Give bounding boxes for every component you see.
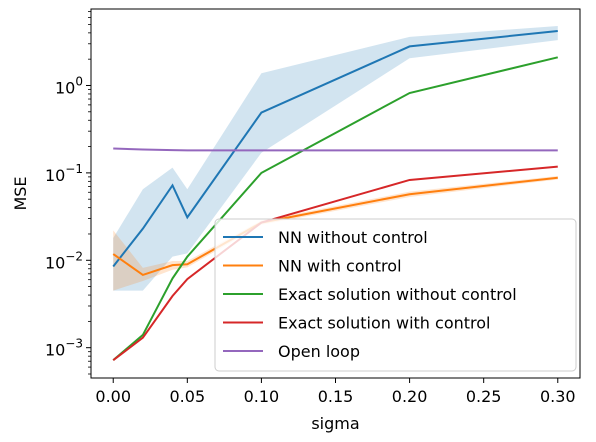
- legend-label: Exact solution without control: [278, 285, 517, 304]
- legend-label: NN without control: [278, 228, 428, 247]
- x-tick-label: 0.05: [170, 387, 206, 406]
- legend-box: [214, 218, 577, 372]
- legend-label: Open loop: [278, 342, 360, 361]
- line-series-2: [112, 56, 559, 361]
- y-tick-label: 10−1: [45, 162, 83, 185]
- y-tick-label: 10−3: [45, 337, 83, 360]
- y-axis-ticks: 10−3 10−2 10−1 100: [45, 11, 91, 375]
- line-series-4: [113, 147, 558, 152]
- plot-frame: [90, 8, 581, 379]
- x-tick-label: 0.25: [466, 387, 502, 406]
- legend: NN without control NN with control Exact s…: [214, 218, 577, 372]
- x-tick-label: 0.00: [95, 387, 131, 406]
- legend-label: Exact solution with control: [278, 314, 490, 333]
- line-series-1: [112, 176, 558, 277]
- y-tick-label: 10−2: [45, 249, 83, 272]
- x-tick-label: 0.15: [318, 387, 354, 406]
- legend-label: NN with control: [278, 257, 402, 276]
- x-tick-label: 0.30: [540, 387, 576, 406]
- x-tick-label: 0.20: [392, 387, 428, 406]
- x-axis-label: sigma: [311, 414, 359, 433]
- line-series-0: [112, 30, 558, 268]
- line-series-3: [112, 165, 558, 361]
- y-tick-label: 100: [55, 74, 83, 97]
- x-tick-label: 0.10: [244, 387, 280, 406]
- x-axis-ticks: 0.00 0.05 0.10 0.15 0.20 0.25 0.30: [95, 378, 576, 406]
- y-axis-label: MSE: [11, 176, 30, 210]
- series-lines: [112, 30, 559, 361]
